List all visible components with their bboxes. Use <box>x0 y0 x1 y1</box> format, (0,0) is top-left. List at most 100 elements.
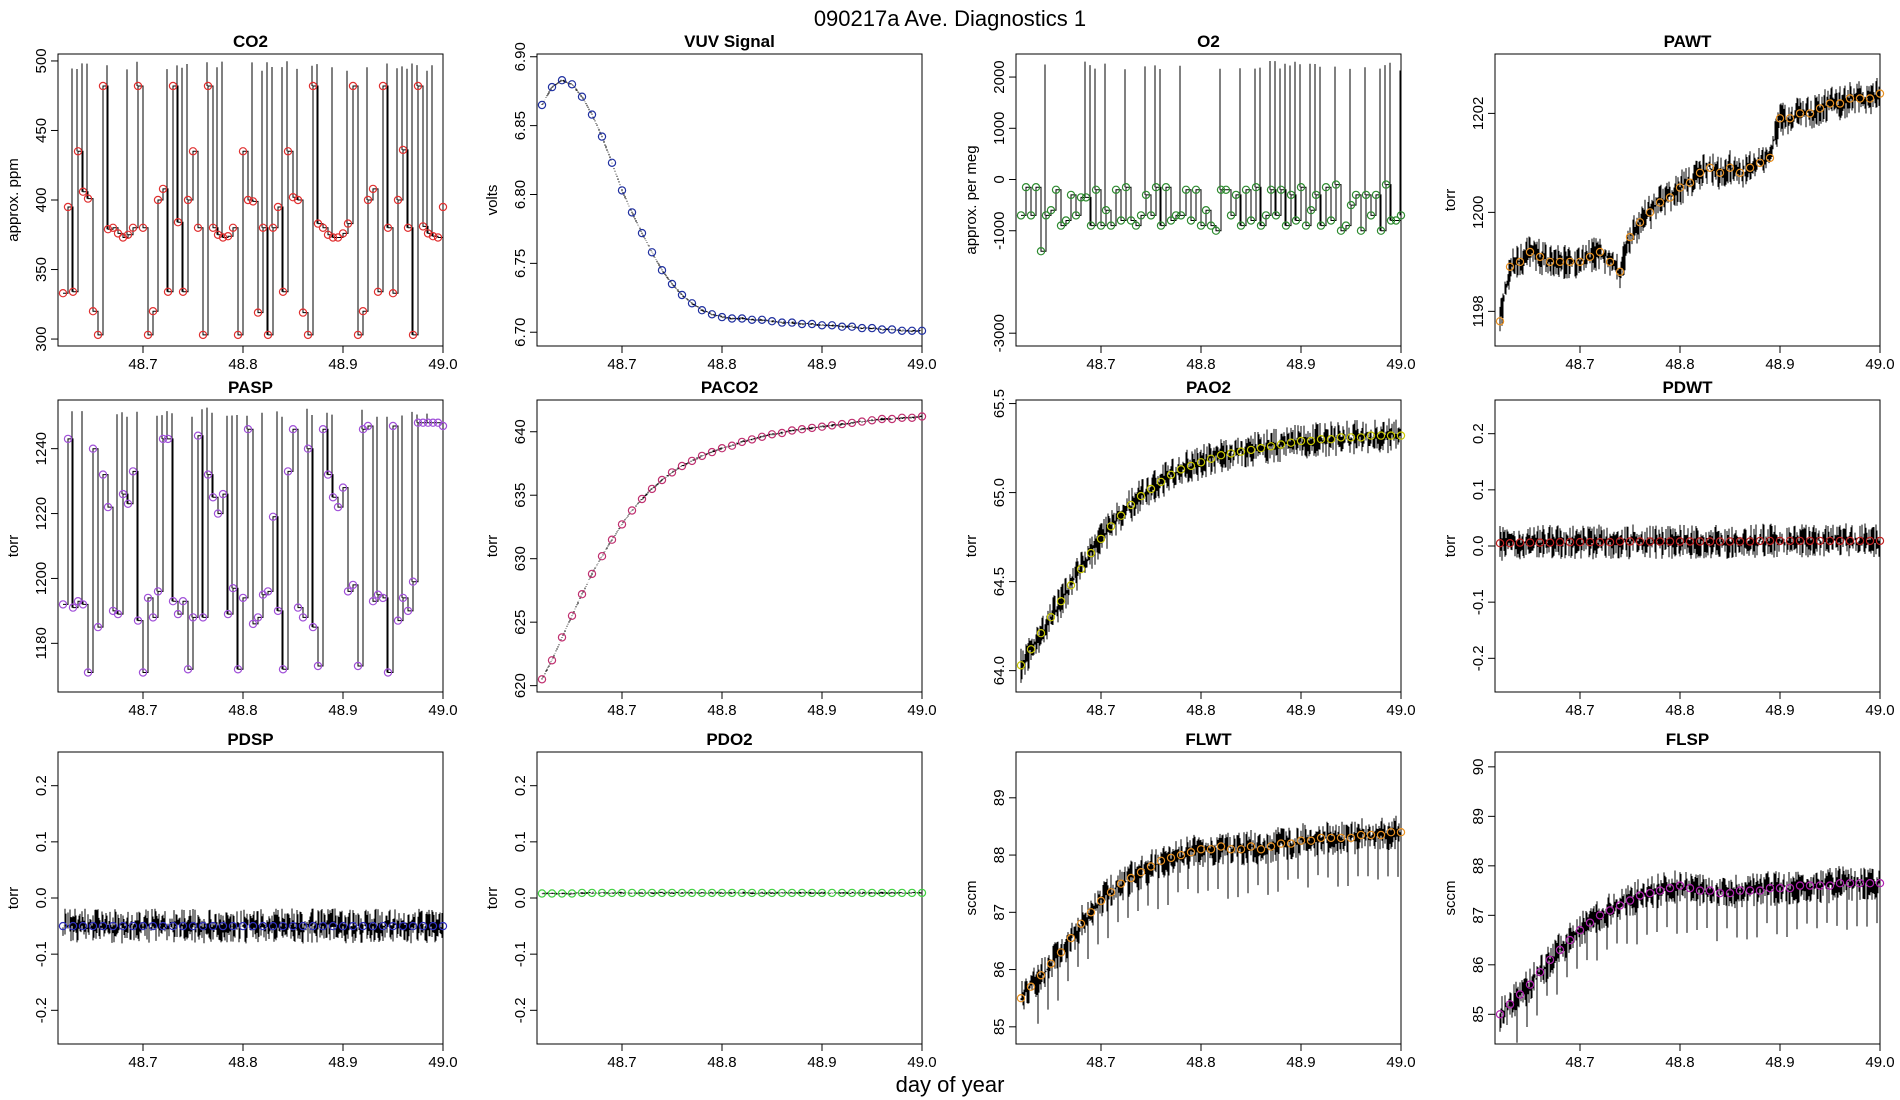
figure-x-axis-label: day of year <box>896 1072 1005 1097</box>
data-point-pdwt-6 <box>1555 537 1565 547</box>
data-point-flsp-19 <box>1685 883 1695 893</box>
data-point-co2-25 <box>183 195 193 205</box>
data-point-paco2-38 <box>917 412 927 421</box>
data-point-paco2-8 <box>617 520 627 529</box>
data-point-pdwt-18 <box>1675 537 1685 546</box>
data-point-pdwt-21 <box>1705 537 1715 546</box>
data-point-paco2-12 <box>657 475 667 485</box>
x-tick-label-pdo2-2: 48.9 <box>807 1054 836 1071</box>
data-point-flwt-7 <box>1086 908 1096 917</box>
data-point-flwt-22 <box>1236 845 1246 854</box>
data-point-pawt-32 <box>1815 104 1825 113</box>
spike-trace-flwt <box>1037 826 1399 1024</box>
panel-title-flsp: FLSP <box>1666 730 1709 749</box>
data-point-pasp-31 <box>213 509 223 518</box>
data-point-paco2-17 <box>707 447 717 457</box>
data-point-o2-19 <box>1111 185 1121 194</box>
y-axis-label-paco2: torr <box>484 535 501 558</box>
data-point-o2-50 <box>1266 185 1276 194</box>
y-tick-label-pdo2-4: 0.2 <box>512 775 529 796</box>
data-point-pawt-38 <box>1875 89 1885 98</box>
figure-title: 090217a Ave. Diagnostics 1 <box>814 6 1086 31</box>
data-point-flwt-16 <box>1176 850 1186 860</box>
panel-pasp: PASP 48.7 48.8 48.9 49.0 1180 1200 1220 1240 torr <box>5 378 458 719</box>
data-point-pdwt-17 <box>1665 537 1675 546</box>
data-point-o2-35 <box>1191 185 1201 194</box>
data-point-flsp-6 <box>1555 945 1565 955</box>
data-point-flwt-13 <box>1146 862 1156 871</box>
data-point-pao2-11 <box>1126 500 1136 510</box>
data-point-flsp-7 <box>1565 935 1575 945</box>
panel-title-pao2: PAO2 <box>1186 378 1231 397</box>
data-point-pdwt-10 <box>1595 537 1605 547</box>
data-point-pao2-8 <box>1096 534 1106 544</box>
data-point-co2-0 <box>58 289 68 298</box>
plot-frame-pdo2 <box>536 751 923 1045</box>
raw-trace-co2 <box>63 85 444 336</box>
data-point-pdo2-13 <box>667 888 677 898</box>
data-point-o2-12 <box>1076 193 1086 202</box>
data-point-pasp-70 <box>408 577 418 586</box>
data-point-paco2-19 <box>727 441 737 450</box>
panel-title-pdsp: PDSP <box>227 730 273 749</box>
data-point-pasp-7 <box>93 622 103 632</box>
data-point-pdsp-38 <box>438 921 448 931</box>
y-tick-label-pasp-0: 1180 <box>33 627 50 659</box>
y-tick-label-pdsp-1: -0.1 <box>33 941 50 967</box>
data-point-pdo2-38 <box>917 888 927 898</box>
y-tick-label-pawt-2: 1202 <box>1470 97 1487 130</box>
data-point-o2-26 <box>1146 211 1156 220</box>
data-point-o2-6 <box>1046 205 1056 215</box>
data-point-pdsp-1 <box>68 921 78 931</box>
data-point-paco2-0 <box>537 675 547 684</box>
data-point-pawt-3 <box>1525 247 1535 257</box>
data-point-co2-53 <box>323 230 333 239</box>
data-point-flwt-33 <box>1346 833 1356 843</box>
x-tick-label-flwt-0: 48.7 <box>1086 1054 1115 1071</box>
data-point-pasp-36 <box>238 593 248 603</box>
data-point-o2-59 <box>1311 190 1321 200</box>
data-point-o2-43 <box>1231 190 1241 200</box>
data-point-co2-43 <box>273 202 283 212</box>
plot-frame-vuv-signal <box>536 53 923 347</box>
data-point-pasp-19 <box>153 587 163 596</box>
data-point-pdsp-27 <box>328 921 338 931</box>
data-point-pasp-72 <box>418 418 428 427</box>
data-point-o2-22 <box>1126 216 1136 225</box>
data-point-pdsp-0 <box>58 921 68 931</box>
raw-trace-pawt <box>1499 78 1881 332</box>
data-point-o2-62 <box>1326 216 1336 225</box>
data-point-o2-68 <box>1356 226 1366 235</box>
data-point-co2-27 <box>193 223 203 232</box>
data-point-paco2-4 <box>577 590 587 599</box>
x-tick-label-co2-2: 48.9 <box>328 356 357 373</box>
data-point-o2-21 <box>1121 182 1131 192</box>
data-point-o2-3 <box>1031 182 1041 192</box>
data-point-flsp-20 <box>1695 886 1705 895</box>
data-point-pao2-0 <box>1016 661 1026 670</box>
data-point-co2-34 <box>228 223 238 232</box>
data-point-co2-26 <box>188 147 198 156</box>
panel-pdwt: PDWT 48.7 48.8 48.9 49.0 -0.2 -0.1 0.0 0.1 0.2 tor… <box>1442 378 1895 719</box>
data-point-pdsp-34 <box>398 921 408 931</box>
data-point-flsp-12 <box>1615 901 1625 910</box>
y-axis-label-o2: approx. per meg <box>963 145 980 254</box>
data-point-pasp-28 <box>198 613 208 622</box>
y-axis-label-flwt: sccm <box>963 881 980 916</box>
data-point-vuv-signal-28 <box>817 321 827 330</box>
x-tick-label-pasp-0: 48.7 <box>128 702 157 719</box>
data-point-pdwt-14 <box>1635 537 1645 546</box>
data-point-pasp-11 <box>113 609 123 619</box>
data-point-co2-1 <box>63 202 73 212</box>
data-point-pao2-33 <box>1346 433 1356 442</box>
data-point-flwt-8 <box>1096 896 1106 906</box>
data-point-co2-45 <box>283 147 293 156</box>
data-point-o2-65 <box>1341 221 1351 230</box>
data-point-pdwt-35 <box>1845 536 1855 546</box>
data-point-paco2-10 <box>637 494 647 504</box>
data-point-co2-6 <box>88 307 98 316</box>
y-tick-label-paco2-1: 625 <box>512 610 529 635</box>
y-tick-label-vuv-signal-3: 6.85 <box>512 111 529 140</box>
data-point-co2-51 <box>313 219 323 228</box>
data-point-pdo2-7 <box>607 888 617 898</box>
